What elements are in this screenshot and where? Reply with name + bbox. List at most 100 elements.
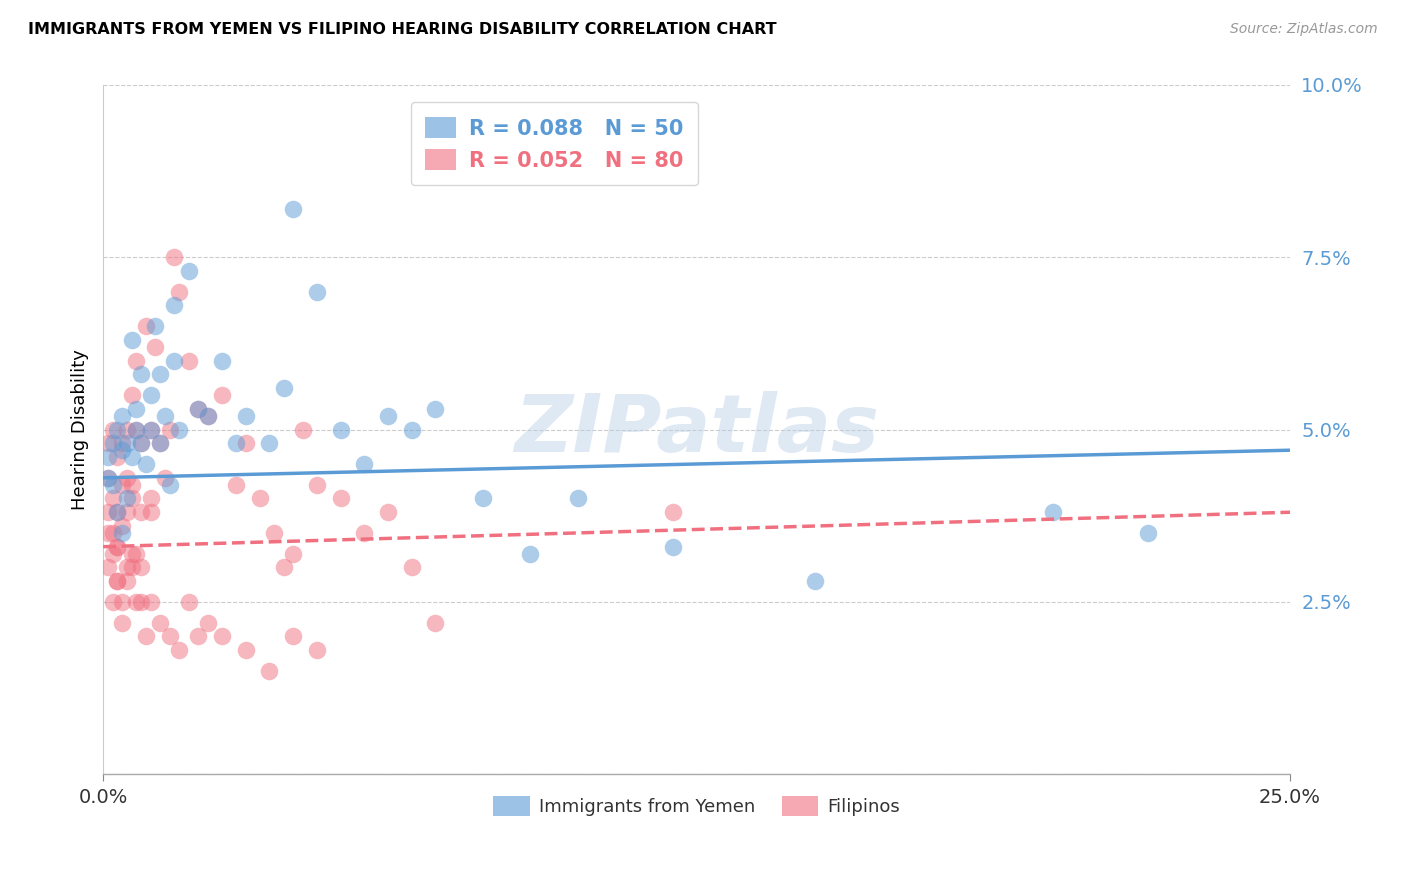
Point <box>177 353 200 368</box>
Point <box>197 615 219 630</box>
Point <box>249 491 271 506</box>
Point <box>177 264 200 278</box>
Point <box>281 547 304 561</box>
Point <box>121 547 143 561</box>
Point <box>149 615 172 630</box>
Point <box>235 436 257 450</box>
Point <box>125 401 148 416</box>
Text: ZIPatlas: ZIPatlas <box>515 391 879 468</box>
Point <box>519 547 541 561</box>
Point <box>163 250 186 264</box>
Point <box>135 457 157 471</box>
Point <box>1136 525 1159 540</box>
Point <box>115 423 138 437</box>
Point <box>125 353 148 368</box>
Point <box>105 423 128 437</box>
Point <box>115 505 138 519</box>
Point <box>401 560 423 574</box>
Point <box>353 525 375 540</box>
Point <box>177 595 200 609</box>
Point <box>273 560 295 574</box>
Point <box>329 491 352 506</box>
Point <box>159 629 181 643</box>
Point <box>101 477 124 491</box>
Text: IMMIGRANTS FROM YEMEN VS FILIPINO HEARING DISABILITY CORRELATION CHART: IMMIGRANTS FROM YEMEN VS FILIPINO HEARIN… <box>28 22 776 37</box>
Point <box>159 477 181 491</box>
Point <box>167 285 190 299</box>
Point <box>305 477 328 491</box>
Point <box>235 409 257 423</box>
Point <box>125 595 148 609</box>
Point <box>125 423 148 437</box>
Point <box>149 368 172 382</box>
Point <box>139 505 162 519</box>
Point <box>105 505 128 519</box>
Point <box>97 471 120 485</box>
Point <box>101 525 124 540</box>
Point <box>167 423 190 437</box>
Point <box>153 471 176 485</box>
Point <box>97 525 120 540</box>
Point <box>377 409 399 423</box>
Point <box>121 450 143 464</box>
Point <box>111 519 134 533</box>
Point <box>197 409 219 423</box>
Point <box>305 643 328 657</box>
Point <box>235 643 257 657</box>
Point <box>115 436 138 450</box>
Point <box>163 353 186 368</box>
Point <box>211 353 233 368</box>
Point <box>1042 505 1064 519</box>
Point <box>97 471 120 485</box>
Point <box>105 505 128 519</box>
Point <box>211 388 233 402</box>
Point <box>567 491 589 506</box>
Point <box>129 595 152 609</box>
Point <box>125 547 148 561</box>
Point <box>115 491 138 506</box>
Point <box>129 436 152 450</box>
Point <box>291 423 314 437</box>
Point <box>125 423 148 437</box>
Point <box>139 423 162 437</box>
Point <box>129 436 152 450</box>
Point <box>143 319 166 334</box>
Point <box>139 595 162 609</box>
Point <box>225 436 247 450</box>
Point <box>187 401 209 416</box>
Point <box>211 629 233 643</box>
Point <box>121 388 143 402</box>
Legend: Immigrants from Yemen, Filipinos: Immigrants from Yemen, Filipinos <box>486 789 907 823</box>
Point <box>281 202 304 216</box>
Point <box>129 368 152 382</box>
Point <box>111 443 134 458</box>
Point <box>259 436 281 450</box>
Point <box>149 436 172 450</box>
Y-axis label: Hearing Disability: Hearing Disability <box>72 349 89 510</box>
Point <box>111 595 134 609</box>
Point <box>121 477 143 491</box>
Point <box>263 525 285 540</box>
Point <box>273 381 295 395</box>
Point <box>129 560 152 574</box>
Point <box>305 285 328 299</box>
Point <box>149 436 172 450</box>
Point <box>163 298 186 312</box>
Point <box>105 574 128 589</box>
Point <box>425 615 447 630</box>
Point <box>129 505 152 519</box>
Point <box>101 547 124 561</box>
Point <box>105 450 128 464</box>
Point <box>101 491 124 506</box>
Point <box>259 664 281 678</box>
Point <box>97 450 120 464</box>
Point <box>804 574 827 589</box>
Point <box>225 477 247 491</box>
Point <box>143 340 166 354</box>
Point <box>121 333 143 347</box>
Point <box>139 491 162 506</box>
Point <box>101 595 124 609</box>
Point <box>101 436 124 450</box>
Point <box>97 505 120 519</box>
Point <box>187 401 209 416</box>
